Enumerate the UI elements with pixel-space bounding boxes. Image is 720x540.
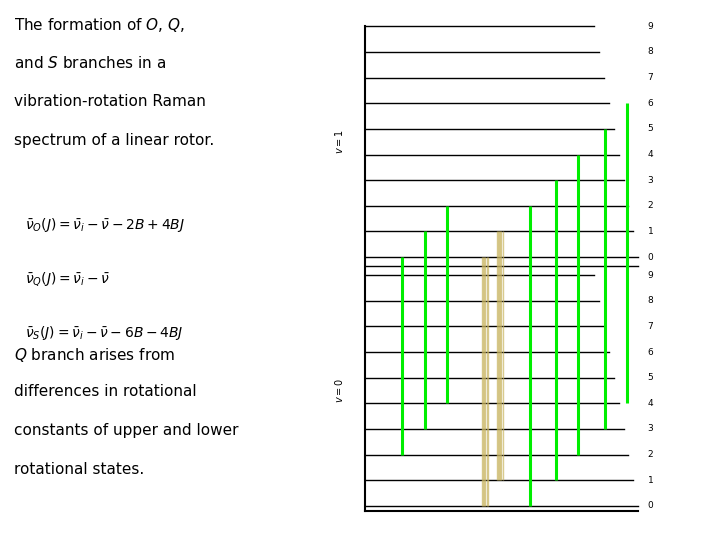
Text: $\mathit{Q}$ branch arises from: $\mathit{Q}$ branch arises from — [14, 346, 176, 363]
Text: 9: 9 — [647, 22, 653, 31]
Text: 6: 6 — [647, 348, 653, 356]
Text: $v=1$: $v=1$ — [333, 129, 345, 154]
Text: 4: 4 — [647, 150, 653, 159]
Text: differences in rotational: differences in rotational — [14, 384, 197, 400]
Text: 2: 2 — [647, 201, 653, 210]
Text: 3: 3 — [647, 424, 653, 434]
Text: 8: 8 — [647, 48, 653, 57]
Text: 5: 5 — [647, 124, 653, 133]
Text: 9: 9 — [647, 271, 653, 280]
Text: 1: 1 — [647, 476, 653, 485]
Text: 1: 1 — [647, 227, 653, 236]
Text: 5: 5 — [647, 373, 653, 382]
Text: 8: 8 — [647, 296, 653, 305]
Text: rotational states.: rotational states. — [14, 462, 145, 477]
Text: vibration-rotation Raman: vibration-rotation Raman — [14, 94, 206, 109]
Text: The formation of $\mathit{O}$, $\mathit{Q}$,: The formation of $\mathit{O}$, $\mathit{… — [14, 16, 186, 34]
Text: 7: 7 — [647, 73, 653, 82]
Text: 4: 4 — [647, 399, 653, 408]
Text: 0: 0 — [647, 501, 653, 510]
Text: 2: 2 — [647, 450, 653, 459]
Text: $\bar{\nu}_Q(J) = \bar{\nu}_i - \bar{\nu}$: $\bar{\nu}_Q(J) = \bar{\nu}_i - \bar{\nu… — [25, 270, 110, 288]
Text: $\bar{\nu}_O(J) = \bar{\nu}_i - \bar{\nu} - 2B + 4BJ$: $\bar{\nu}_O(J) = \bar{\nu}_i - \bar{\nu… — [25, 216, 185, 234]
Text: 0: 0 — [647, 253, 653, 261]
Text: 3: 3 — [647, 176, 653, 185]
Text: spectrum of a linear rotor.: spectrum of a linear rotor. — [14, 133, 215, 148]
Text: 7: 7 — [647, 322, 653, 331]
Text: $v=0$: $v=0$ — [333, 378, 345, 403]
Text: and $\mathit{S}$ branches in a: and $\mathit{S}$ branches in a — [14, 55, 166, 71]
Text: $\bar{\nu}_S(J) = \bar{\nu}_i - \bar{\nu} - 6B - 4BJ$: $\bar{\nu}_S(J) = \bar{\nu}_i - \bar{\nu… — [25, 324, 184, 342]
Text: constants of upper and lower: constants of upper and lower — [14, 423, 239, 438]
Text: 6: 6 — [647, 99, 653, 108]
